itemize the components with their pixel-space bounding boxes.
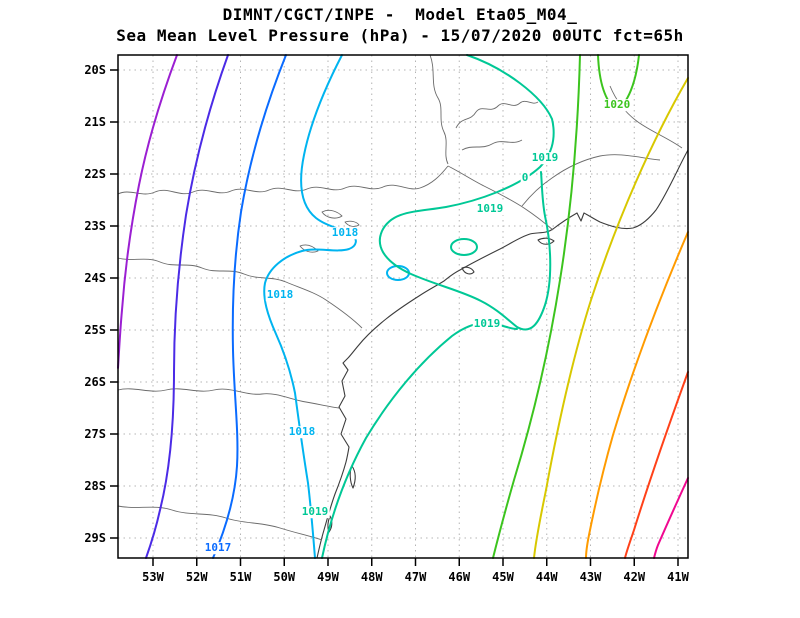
- contour-yellow-east: [533, 77, 689, 559]
- contour-magenta-corner: [653, 477, 689, 559]
- lon-tick-label: 48W: [360, 570, 383, 584]
- lat-tick-label: 24S: [84, 271, 106, 285]
- lat-tick-label: 26S: [84, 375, 106, 389]
- lat-tick-label: 20S: [84, 63, 106, 77]
- lat-tick-label: 29S: [84, 531, 106, 545]
- contour-1019-coastal: [321, 321, 518, 559]
- river-furnas-reservoir: [455, 100, 539, 129]
- island-ilha-grande: [537, 237, 555, 245]
- state-borders-and-rivers: [117, 54, 683, 541]
- reservoir-jurumirim: [321, 209, 343, 219]
- border-sc-rs: [117, 505, 323, 541]
- axis-ticks: [110, 69, 679, 566]
- lon-tick-label: 53W: [142, 570, 164, 584]
- contour-value-label: 1018: [287, 425, 317, 439]
- border-pr-sc: [117, 388, 340, 409]
- contour-1020-main: [492, 54, 581, 559]
- lon-tick-label: 42W: [623, 570, 646, 584]
- lon-tick-label: 43W: [579, 570, 602, 584]
- lon-tick-label: 49W: [317, 570, 339, 584]
- reservoir-small: [344, 220, 360, 227]
- border-sp-mg: [117, 165, 449, 195]
- contour-1019-upper-loop: [378, 54, 555, 331]
- contour-value-label: 1017: [203, 541, 233, 555]
- map-frame: [117, 54, 689, 559]
- island-ilhabela: [461, 266, 475, 275]
- contour-indigo-west: [145, 54, 229, 559]
- lon-tick-label: 41W: [667, 570, 689, 584]
- contour-1019-closed-cell: [450, 238, 478, 256]
- border-sp-pr: [117, 257, 363, 329]
- contour-value-label: 1019: [472, 317, 502, 331]
- contour-value-label: 1019: [530, 151, 560, 165]
- lon-tick-label: 45W: [492, 570, 514, 584]
- lon-tick-label: 50W: [273, 570, 296, 584]
- island-florianopolis: [349, 465, 356, 489]
- lat-tick-label: 25S: [84, 323, 106, 337]
- figure-title-line2: Sea Mean Level Pressure (hPa) - 15/07/20…: [116, 26, 684, 45]
- figure-title-line1: DIMNT/CGCT/INPE - Model Eta05_M04_: [222, 5, 578, 24]
- coastline-path: [316, 149, 689, 559]
- contour-value-label: 1018: [265, 288, 295, 302]
- river-paraiba-do-sul: [609, 85, 683, 149]
- contour-red-southeast: [624, 371, 689, 559]
- contour-orange-east: [585, 231, 689, 559]
- lat-tick-label: 27S: [84, 427, 106, 441]
- contour-purple-west: [117, 54, 178, 369]
- river-parana-upper: [429, 54, 449, 165]
- contour-value-label: 1020: [602, 98, 632, 112]
- lon-tick-label: 46W: [448, 570, 471, 584]
- lon-tick-label: 51W: [229, 570, 252, 584]
- lat-tick-label: 21S: [84, 115, 106, 129]
- lat-tick-label: 28S: [84, 479, 106, 493]
- lon-tick-label: 52W: [185, 570, 208, 584]
- contour-1017: [212, 54, 287, 559]
- coastlines: [316, 149, 689, 559]
- contour-value-label: 0: [520, 171, 530, 185]
- lon-tick-label: 47W: [404, 570, 427, 584]
- lat-tick-label: 23S: [84, 219, 106, 233]
- contour-1018-main: [263, 54, 357, 559]
- contour-value-label: 1018: [330, 226, 360, 240]
- lat-tick-label: 22S: [84, 167, 106, 181]
- contour-value-label: 1019: [300, 505, 330, 519]
- lon-tick-label: 44W: [535, 570, 558, 584]
- contour-value-label: 1019: [475, 202, 505, 216]
- grid-lines: [118, 55, 688, 558]
- border-mg-rj: [447, 165, 554, 231]
- river-grande-reservoir: [461, 139, 523, 151]
